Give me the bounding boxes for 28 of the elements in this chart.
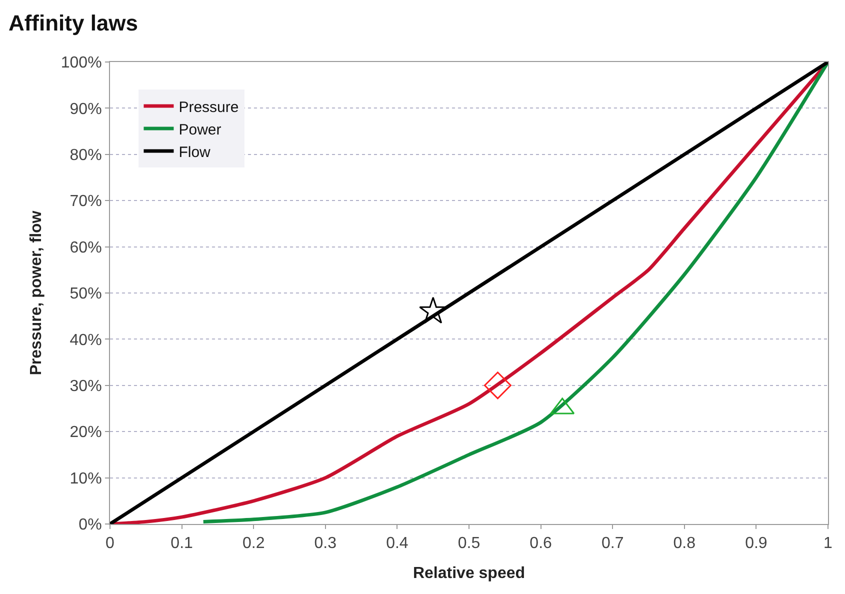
x-tick-label: 0.6 [530,535,552,552]
y-tick-label: 80% [70,147,102,164]
chart-title: Affinity laws [8,10,138,36]
y-tick-label: 100% [60,54,102,72]
x-tick-label: 0.2 [242,535,265,552]
y-tick-label: 50% [70,286,102,303]
y-tick-label: 70% [70,193,102,210]
x-tick-label: 0.8 [673,535,696,552]
y-tick-label: 0% [78,516,102,534]
x-tick-label: 0.4 [386,535,408,552]
legend-label: Pressure [178,98,239,116]
y-tick-label: 10% [70,470,102,488]
x-tick-label: 0.1 [170,535,194,552]
y-axis-title: Pressure, power, flow [28,210,45,376]
y-tick-label: 30% [70,378,102,395]
y-tick-label: 90% [70,100,102,118]
y-tick-label: 60% [70,239,102,256]
legend-label: Flow [178,144,211,161]
x-tick-label: 0.5 [458,535,480,552]
y-tick-label: 40% [70,332,102,349]
x-tick-label: 0.9 [745,535,768,552]
x-tick-label: 0 [106,535,115,552]
y-tick-label: 20% [70,424,102,442]
x-tick-label: 0.7 [601,535,624,552]
x-tick-label: 1 [824,535,833,552]
x-axis-title: Relative speed [412,564,526,582]
legend-label: Power [178,121,222,138]
x-tick-label: 0.3 [314,535,337,552]
